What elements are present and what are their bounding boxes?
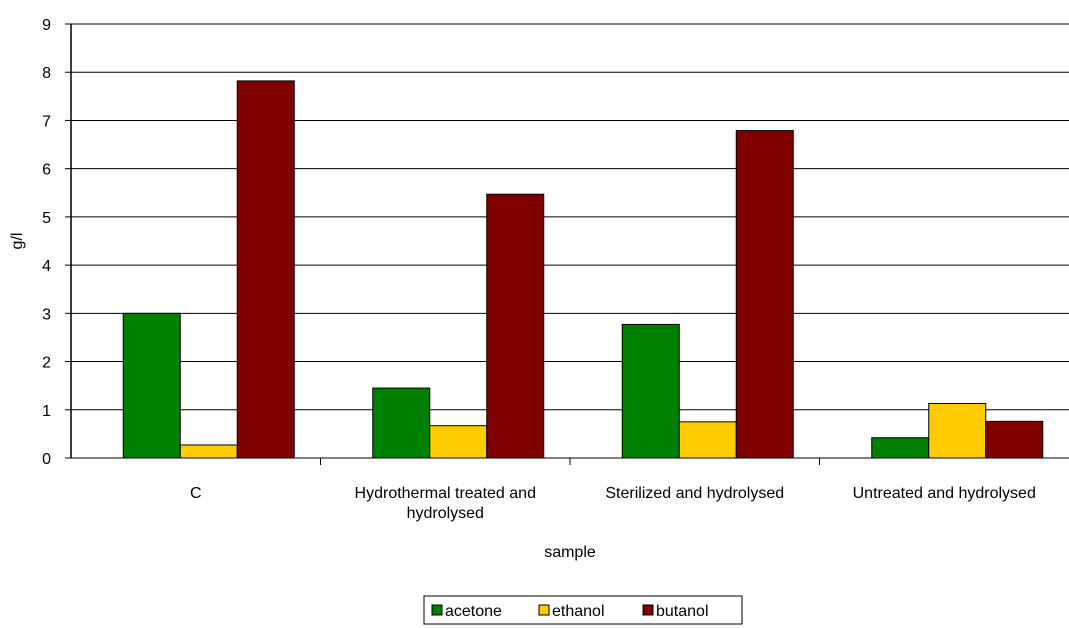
bar-butanol: [985, 420, 1044, 459]
legend-swatch-acetone: [431, 604, 443, 616]
legend-label-ethanol: ethanol: [552, 603, 605, 620]
bar-acetone: [372, 387, 431, 459]
axes: [65, 23, 1069, 465]
bar-butanol: [486, 193, 545, 459]
x-category-label: Untreated and hydrolysed: [853, 485, 1036, 502]
y-tick-label: 4: [42, 258, 51, 275]
y-tick-label: 0: [42, 451, 51, 468]
x-category-label: hydrolysed: [407, 505, 484, 522]
y-tick-label: 8: [42, 65, 51, 82]
bar-acetone: [621, 323, 680, 459]
bar-acetone: [871, 437, 930, 459]
x-axis-title: sample: [544, 544, 596, 561]
bar-butanol: [236, 80, 295, 459]
bar-ethanol: [678, 421, 737, 459]
bar-ethanol: [179, 444, 238, 459]
x-category-labels: C Hydrothermal treated and hydrolysed Steri…: [190, 485, 1036, 522]
legend-swatch-ethanol: [538, 604, 550, 616]
legend-swatch-butanol: [642, 604, 654, 616]
y-tick-label: 2: [42, 355, 51, 372]
y-tick-labels: 0 1 2 3 4 5 6 7 8 9: [42, 17, 51, 468]
y-tick-label: 6: [42, 162, 51, 179]
y-tick-label: 5: [42, 210, 51, 227]
bars: [122, 80, 1044, 459]
x-category-label: Sterilized and hydrolysed: [605, 485, 784, 502]
y-tick-label: 7: [42, 113, 51, 130]
x-category-label: Hydrothermal treated and: [355, 485, 536, 502]
bar-ethanol: [928, 403, 987, 459]
y-tick-label: 1: [42, 403, 51, 420]
legend: acetone ethanol butanol: [423, 595, 743, 625]
legend-label-butanol: butanol: [656, 603, 709, 620]
legend-box: [423, 595, 743, 625]
legend-label-acetone: acetone: [445, 603, 502, 620]
x-category-label: C: [190, 485, 202, 502]
y-tick-label: 9: [42, 17, 51, 34]
y-axis-title: g/l: [9, 233, 26, 250]
bar-ethanol: [429, 425, 488, 459]
y-tick-label: 3: [42, 306, 51, 323]
bar-butanol: [735, 130, 794, 459]
bar-acetone: [122, 312, 181, 459]
